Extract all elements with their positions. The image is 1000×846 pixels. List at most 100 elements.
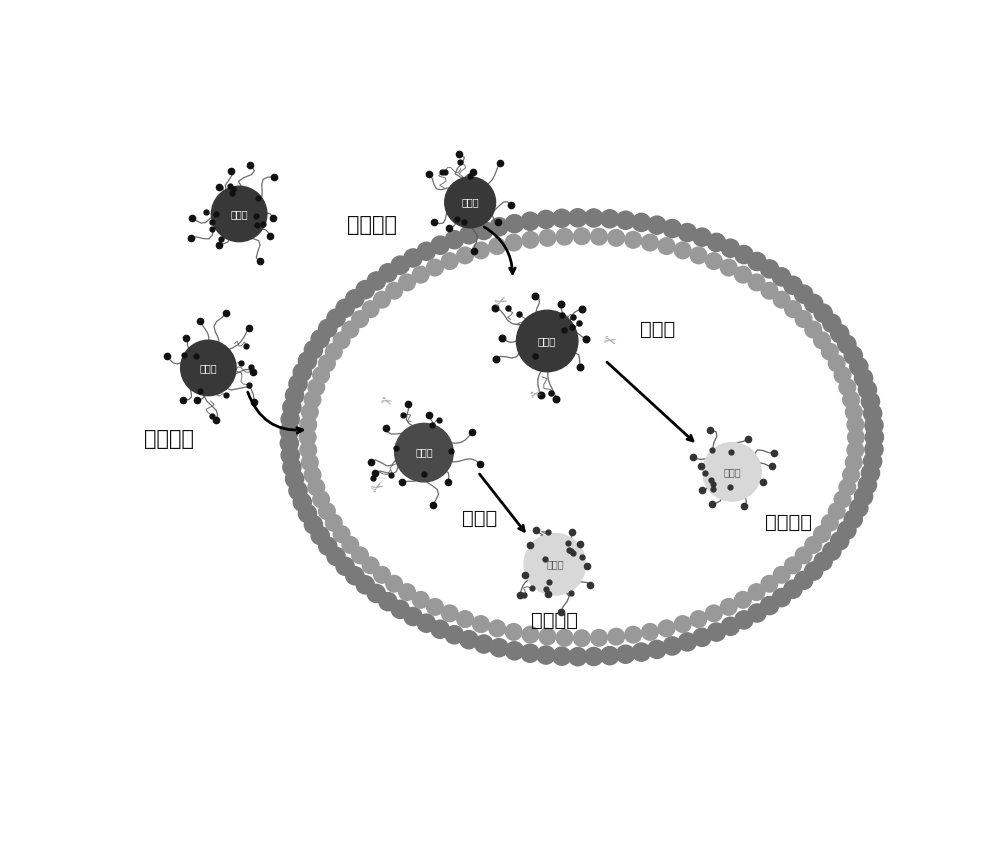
Circle shape <box>313 367 329 383</box>
Circle shape <box>608 229 624 246</box>
Circle shape <box>805 536 822 553</box>
Circle shape <box>674 242 691 259</box>
Circle shape <box>865 416 883 434</box>
Circle shape <box>362 301 379 317</box>
Circle shape <box>441 605 458 622</box>
Text: 量子点: 量子点 <box>230 209 248 219</box>
Circle shape <box>281 410 299 428</box>
Circle shape <box>706 253 722 269</box>
Circle shape <box>805 294 823 312</box>
Circle shape <box>608 629 624 645</box>
Circle shape <box>404 249 422 267</box>
Circle shape <box>617 645 635 663</box>
Circle shape <box>735 266 751 283</box>
Circle shape <box>601 646 619 665</box>
Circle shape <box>861 393 880 410</box>
Circle shape <box>648 640 666 658</box>
Circle shape <box>720 599 737 615</box>
Circle shape <box>823 542 841 560</box>
Circle shape <box>838 335 856 354</box>
Circle shape <box>721 618 739 635</box>
Text: 荧光淡灯: 荧光淡灯 <box>144 429 194 448</box>
Circle shape <box>524 534 586 595</box>
Circle shape <box>795 547 812 563</box>
Circle shape <box>441 253 458 269</box>
Circle shape <box>285 387 304 404</box>
Circle shape <box>625 626 641 643</box>
Text: ✂: ✂ <box>529 387 543 403</box>
Circle shape <box>748 274 765 291</box>
Circle shape <box>553 209 571 228</box>
Circle shape <box>658 620 675 637</box>
Circle shape <box>847 416 864 433</box>
Circle shape <box>814 552 832 570</box>
Circle shape <box>865 440 883 459</box>
Circle shape <box>391 256 409 274</box>
Circle shape <box>289 375 307 393</box>
Circle shape <box>795 285 813 303</box>
Circle shape <box>356 576 374 594</box>
Text: 量子点: 量子点 <box>415 448 433 458</box>
Circle shape <box>308 379 325 396</box>
Circle shape <box>828 355 845 371</box>
Circle shape <box>445 231 463 249</box>
Circle shape <box>280 434 298 453</box>
Circle shape <box>417 614 435 632</box>
Circle shape <box>784 276 802 294</box>
Circle shape <box>848 429 864 446</box>
Circle shape <box>721 239 739 257</box>
Circle shape <box>556 629 573 646</box>
Circle shape <box>617 212 635 229</box>
Circle shape <box>399 274 415 291</box>
Circle shape <box>693 629 711 646</box>
Circle shape <box>854 369 873 387</box>
Circle shape <box>333 332 350 349</box>
Circle shape <box>748 604 766 622</box>
Circle shape <box>632 643 650 662</box>
Circle shape <box>356 281 374 299</box>
Circle shape <box>475 635 493 653</box>
Circle shape <box>703 442 761 501</box>
Text: 肿瘾酶: 肿瘾酶 <box>640 320 675 339</box>
Circle shape <box>854 487 873 506</box>
Circle shape <box>772 589 791 607</box>
Circle shape <box>706 605 722 622</box>
Circle shape <box>707 233 726 251</box>
Circle shape <box>521 212 539 230</box>
Circle shape <box>460 630 478 649</box>
Circle shape <box>537 211 555 228</box>
Circle shape <box>785 557 801 574</box>
Circle shape <box>553 647 571 665</box>
Circle shape <box>319 537 337 555</box>
Circle shape <box>847 442 864 459</box>
Text: ✂: ✂ <box>492 293 510 312</box>
Circle shape <box>573 228 590 244</box>
Circle shape <box>805 321 822 338</box>
Circle shape <box>735 611 753 629</box>
Circle shape <box>838 521 856 539</box>
Circle shape <box>457 247 473 264</box>
Circle shape <box>505 215 524 233</box>
Circle shape <box>325 343 342 360</box>
Circle shape <box>352 310 368 327</box>
Circle shape <box>346 567 364 585</box>
Circle shape <box>785 301 801 317</box>
Circle shape <box>473 616 489 633</box>
Circle shape <box>300 442 317 459</box>
Circle shape <box>304 467 321 483</box>
Circle shape <box>658 238 675 255</box>
Circle shape <box>386 575 402 592</box>
Circle shape <box>475 222 493 239</box>
Circle shape <box>304 515 323 534</box>
Circle shape <box>505 234 522 251</box>
Circle shape <box>850 358 868 376</box>
Circle shape <box>431 620 449 639</box>
Circle shape <box>537 646 555 664</box>
Circle shape <box>795 571 813 590</box>
Circle shape <box>516 310 578 371</box>
Circle shape <box>814 304 832 322</box>
Circle shape <box>342 321 359 338</box>
Circle shape <box>861 464 880 482</box>
Circle shape <box>834 491 851 508</box>
Circle shape <box>632 213 650 232</box>
